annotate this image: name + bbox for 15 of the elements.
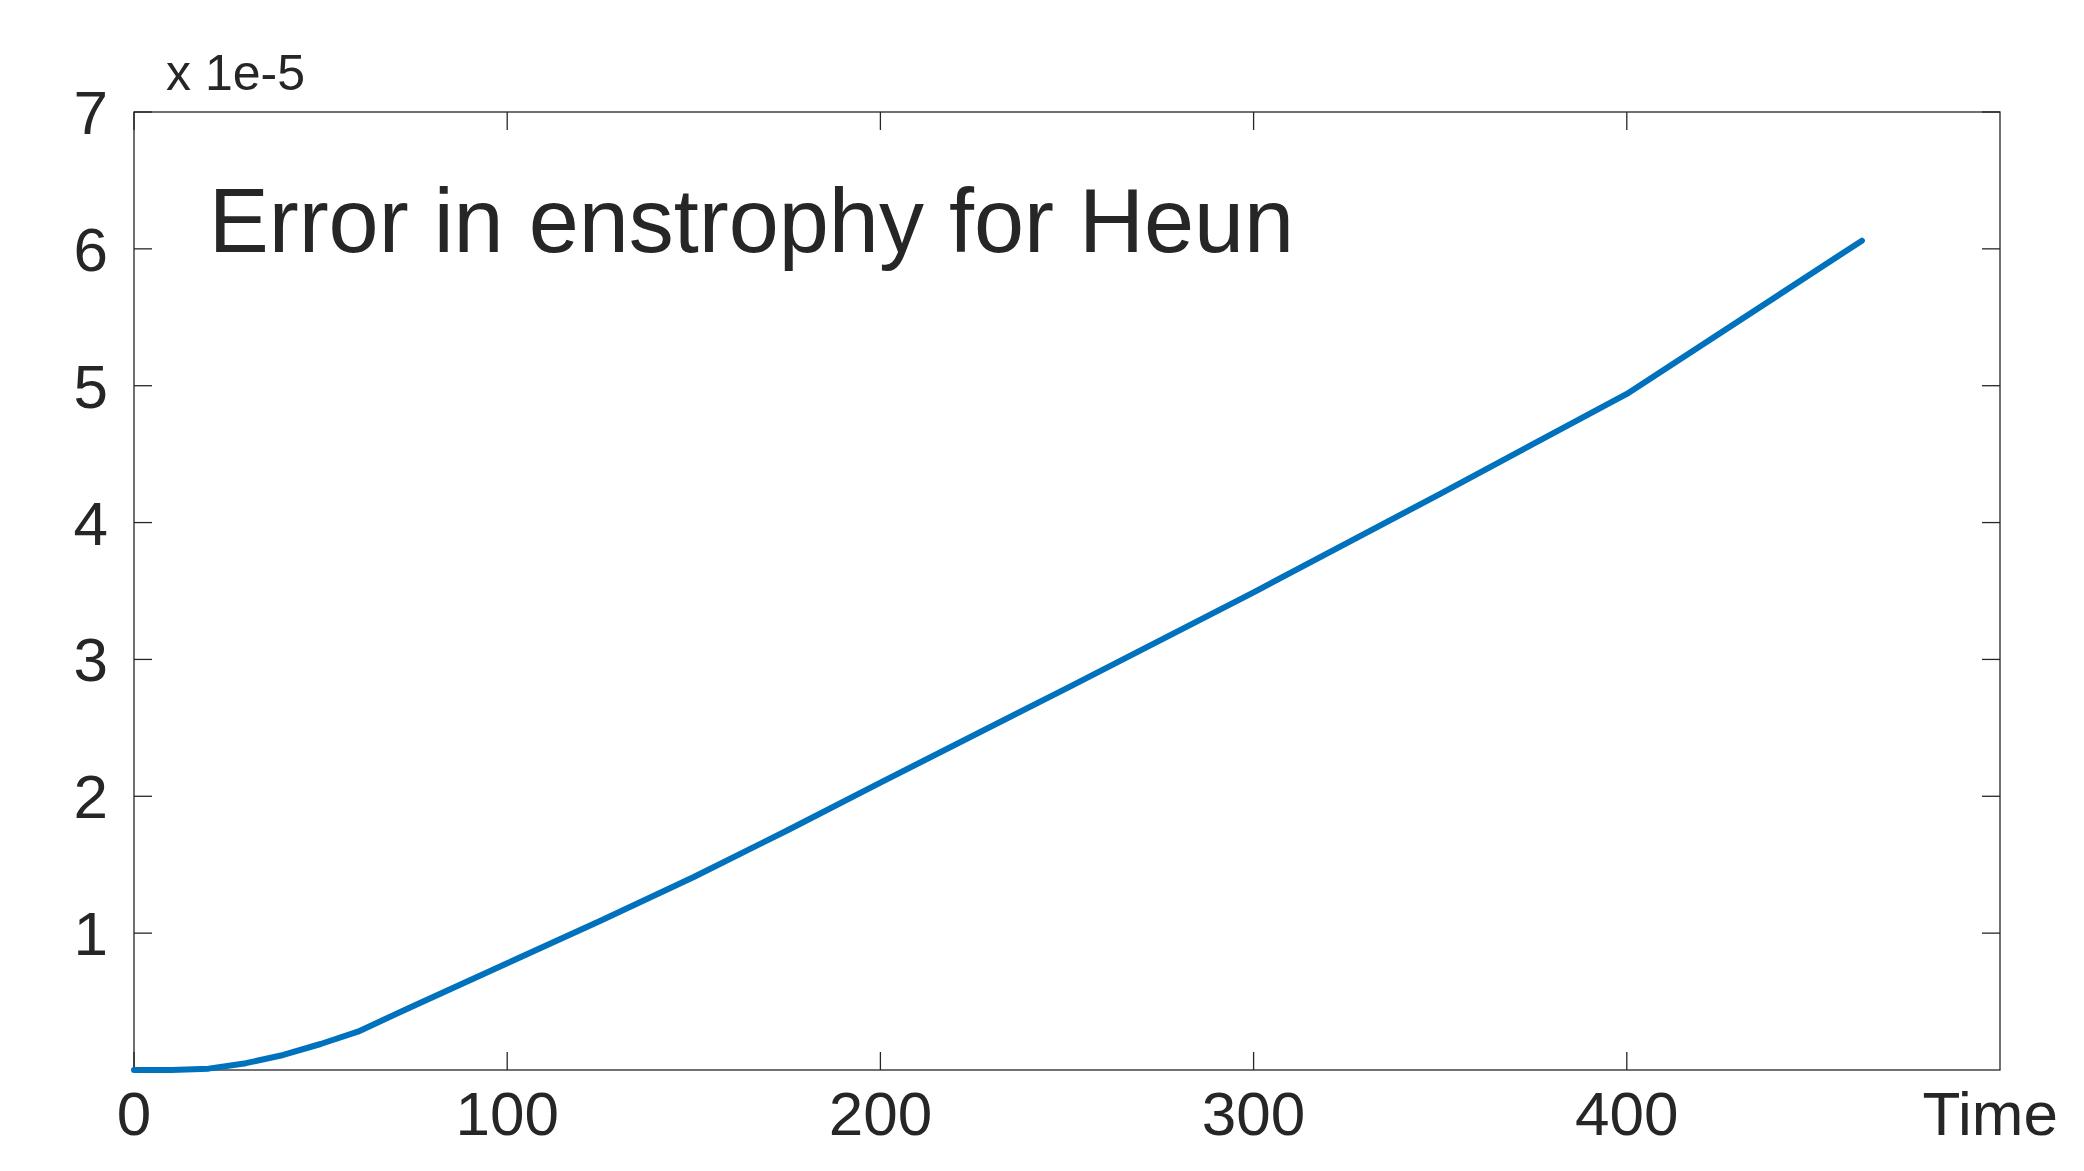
x-tick-label: 200 <box>828 1079 933 1148</box>
text: Error in enstrophy for Heun <box>208 171 1295 271</box>
y-tick-label: 4 <box>73 488 108 558</box>
x-tick-label: 400 <box>1575 1079 1679 1148</box>
text: x 1e-5 <box>166 45 305 101</box>
x-tick-label: 300 <box>1201 1079 1306 1148</box>
x-tick-label: 100 <box>455 1079 559 1148</box>
y-tick-label: 5 <box>73 351 108 421</box>
y-tick-label: 6 <box>73 214 108 284</box>
y-tick-label: 7 <box>73 78 108 147</box>
y-tick-label: 3 <box>73 625 108 695</box>
y-tick-label: 1 <box>73 899 108 969</box>
y-tick-label: 2 <box>73 762 108 832</box>
x-axis-title: Time <box>1922 1079 2058 1148</box>
x-tick-label: 0 <box>116 1079 152 1148</box>
